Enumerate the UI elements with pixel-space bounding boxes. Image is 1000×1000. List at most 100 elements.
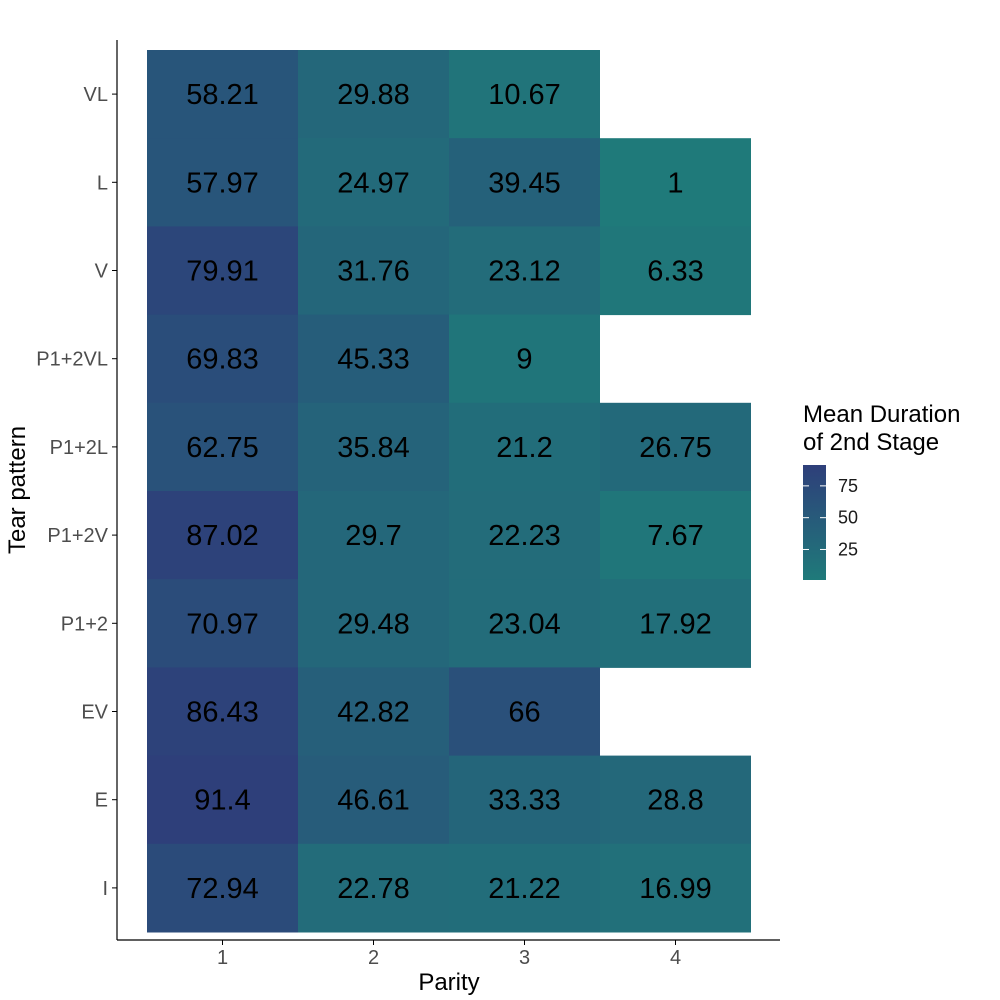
heatmap-cell [298,226,449,316]
heatmap-cell-label: 9 [516,344,532,376]
heatmap-cell-label: 39.45 [488,167,561,199]
heatmap-cell [449,667,600,757]
heatmap-cell [147,755,298,845]
heatmap-cell [298,402,449,492]
y-axis-ticks: VL L V P1+2VL P1+2L P1+2V P1+2 EV E I [36,84,117,900]
y-tick-label: P1+2L [50,437,108,459]
y-tick-label: EV [81,702,108,724]
heatmap-cell-label: 69.83 [186,344,259,376]
legend: Mean Duration of 2nd Stage 75 50 25 [803,401,960,580]
heatmap-cell-label: 28.8 [647,785,703,817]
heatmap-cell [449,50,600,139]
heatmap-cell-label: 31.76 [337,256,410,288]
heatmap-cell [147,667,298,757]
heatmap-cell-label: 22.23 [488,520,561,552]
heatmap-cell [600,579,751,668]
heatmap-cell-label: 72.94 [186,873,259,905]
heatmap-cell-label: 46.61 [337,785,410,817]
x-axis-title: Parity [418,969,479,996]
heatmap-cell-label: 17.92 [639,608,712,640]
x-tick-label: 1 [217,947,228,969]
y-tick-label: VL [84,84,108,106]
heatmap-cell [147,843,298,933]
heatmap-cell [449,314,600,404]
heatmap-cell [298,314,449,404]
heatmap-cell [600,138,751,227]
heatmap-cell [298,50,449,139]
heatmap-cell [449,579,600,668]
x-tick-label: 4 [670,947,681,969]
legend-title-line-2: of 2nd Stage [803,429,939,456]
legend-tick-label: 25 [838,539,858,559]
heatmap-cell [449,138,600,227]
heatmap-cell-label: 42.82 [337,697,410,729]
heatmap-cell [600,226,751,316]
x-tick-label: 2 [368,947,379,969]
legend-title-line-1: Mean Duration [803,401,960,428]
heatmap-cell [147,402,298,492]
heatmap-cell-label: 29.48 [337,608,410,640]
y-tick-label: V [95,261,109,283]
heatmap-cell-label: 23.04 [488,608,561,640]
y-tick-label: P1+2 [61,613,108,635]
heatmap-cell [298,491,449,580]
x-tick-label: 3 [519,947,530,969]
heatmap-cell-label: 7.67 [647,520,703,552]
heatmap-cell [449,843,600,933]
heatmap-cell-label: 33.33 [488,785,561,817]
legend-colorbar [803,465,826,580]
heatmap-cell-label: 45.33 [337,344,410,376]
y-tick-label: I [102,878,108,900]
legend-ticks: 75 50 25 [803,476,858,559]
heatmap-cell-label: 29.88 [337,79,410,111]
heatmap-cell [147,138,298,227]
heatmap-cell [298,667,449,757]
heatmap-cell [600,402,751,492]
heatmap-cell-label: 21.22 [488,873,561,905]
heatmap-cell [298,579,449,668]
x-axis-ticks: 1 2 3 4 [217,940,681,969]
heatmap-cell-label: 35.84 [337,432,410,464]
heatmap-cell-label: 79.91 [186,256,259,288]
y-tick-label: P1+2VL [36,349,108,371]
heatmap-cell-label: 26.75 [639,432,712,464]
heatmap-cell-label: 87.02 [186,520,259,552]
heatmap-cell [449,226,600,316]
heatmap-cell [449,402,600,492]
heatmap-cell-label: 23.12 [488,256,561,288]
legend-tick-label: 75 [838,476,858,496]
heatmap-cell-label: 22.78 [337,873,410,905]
heatmap-cell-label: 24.97 [337,167,410,199]
heatmap-cell [147,491,298,580]
heatmap-cells: 58.21 29.88 10.67 57.97 24.97 39.45 1 79.91 31.7… [147,50,751,933]
heatmap-cell [147,314,298,404]
heatmap-cell [298,843,449,933]
heatmap-cell [298,138,449,227]
heatmap-cell-label: 66 [508,697,540,729]
heatmap-cell [147,50,298,139]
heatmap-cell [147,226,298,316]
heatmap-cell [449,755,600,845]
heatmap-cell-label: 10.67 [488,79,561,111]
heatmap-cell [449,491,600,580]
heatmap-cell [600,755,751,845]
heatmap-cell-label: 29.7 [345,520,401,552]
heatmap-cell [600,843,751,933]
y-axis-title: Tear pattern [4,426,31,554]
heatmap-cell-label: 91.4 [194,785,250,817]
y-tick-label: L [97,172,108,194]
heatmap-cell [298,755,449,845]
y-tick-label: E [95,790,108,812]
heatmap-cell-label: 57.97 [186,167,259,199]
heatmap-cell-label: 1 [667,167,683,199]
legend-tick-label: 50 [838,508,858,528]
heatmap-cell-label: 16.99 [639,873,712,905]
y-tick-label: P1+2V [47,525,108,547]
heatmap-cell-label: 21.2 [496,432,552,464]
heatmap-cell [147,579,298,668]
heatmap-cell-label: 86.43 [186,697,259,729]
heatmap-cell-label: 58.21 [186,79,259,111]
heatmap-cell [600,491,751,580]
heatmap-cell-label: 62.75 [186,432,259,464]
